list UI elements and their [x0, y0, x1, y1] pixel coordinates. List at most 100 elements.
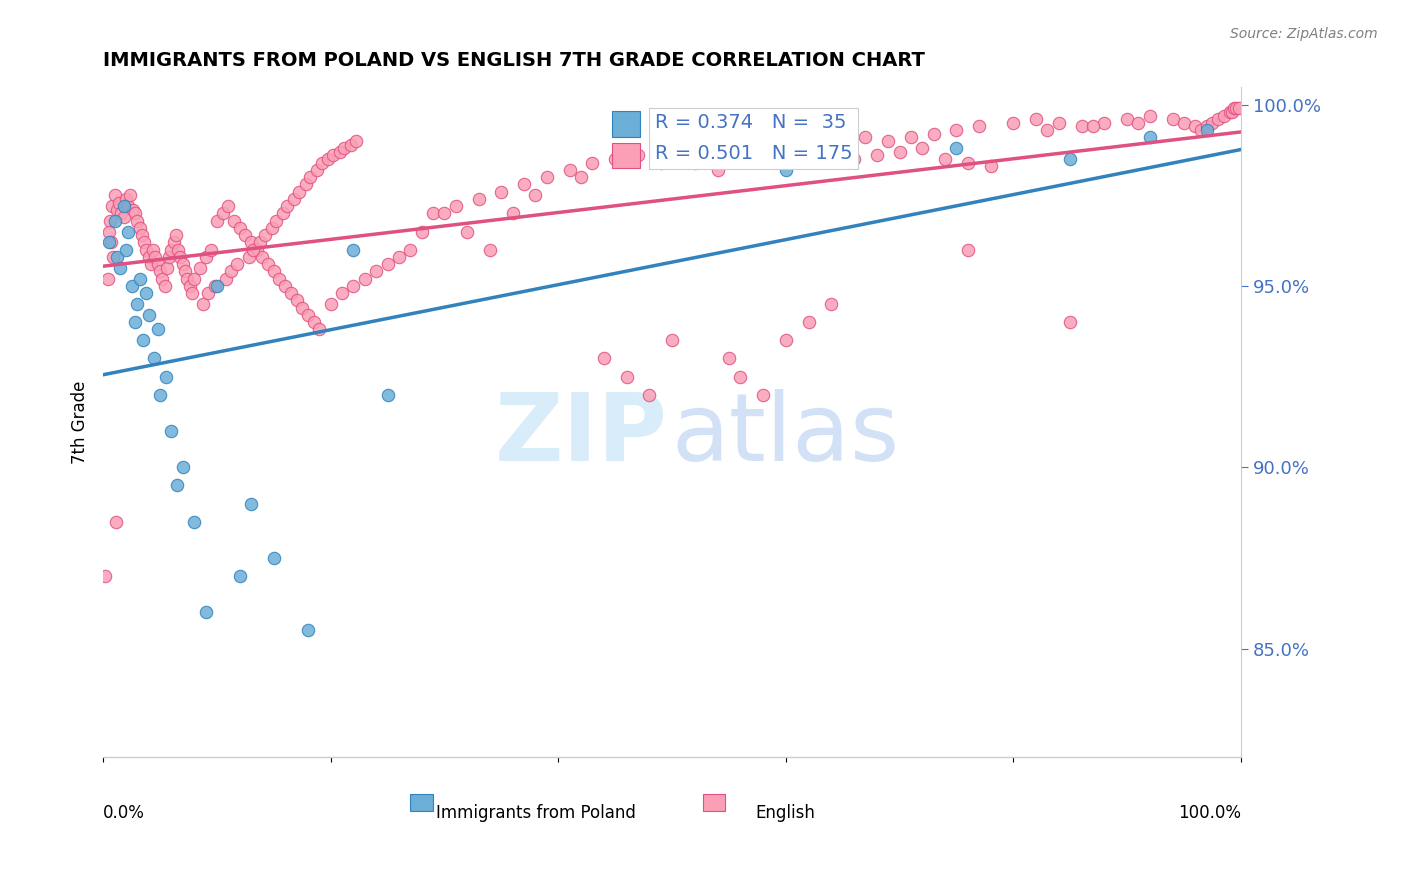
- Point: [877, 134, 900, 148]
- Point: [228, 569, 250, 583]
- Point: [319, 297, 342, 311]
- Point: [149, 388, 172, 402]
- Point: [127, 297, 149, 311]
- Point: [128, 221, 150, 235]
- Point: [945, 141, 967, 155]
- Point: [1161, 112, 1184, 127]
- Point: [820, 297, 842, 311]
- Point: [308, 322, 330, 336]
- Point: [502, 206, 524, 220]
- Point: [1218, 104, 1240, 119]
- Point: [956, 243, 979, 257]
- Point: [342, 243, 364, 257]
- Point: [249, 235, 271, 250]
- Point: [329, 145, 352, 159]
- Point: [478, 243, 501, 257]
- Point: [763, 137, 786, 152]
- Point: [922, 127, 945, 141]
- Point: [135, 243, 157, 257]
- Point: [752, 388, 775, 402]
- Point: [672, 152, 695, 166]
- Point: [377, 257, 399, 271]
- Point: [1201, 116, 1223, 130]
- Point: [1184, 120, 1206, 134]
- Point: [149, 264, 172, 278]
- Point: [222, 213, 245, 227]
- Point: [569, 170, 592, 185]
- Point: [172, 257, 194, 271]
- Point: [524, 188, 547, 202]
- Point: [160, 424, 183, 438]
- Point: [322, 148, 344, 162]
- Point: [283, 192, 305, 206]
- Point: [808, 130, 831, 145]
- Point: [160, 243, 183, 257]
- Point: [219, 264, 242, 278]
- Point: [1227, 101, 1250, 115]
- Point: [235, 228, 257, 243]
- Text: Immigrants from Poland: Immigrants from Poland: [436, 805, 636, 822]
- Point: [1025, 112, 1047, 127]
- Point: [271, 206, 294, 220]
- Point: [695, 148, 717, 162]
- Point: [842, 152, 865, 166]
- Point: [252, 250, 274, 264]
- Point: [121, 279, 143, 293]
- Point: [146, 322, 169, 336]
- Point: [377, 388, 399, 402]
- Text: ZIP: ZIP: [495, 390, 668, 482]
- Point: [194, 250, 217, 264]
- Point: [166, 478, 188, 492]
- Point: [1189, 123, 1212, 137]
- Point: [145, 250, 167, 264]
- Point: [775, 162, 797, 177]
- Point: [179, 279, 201, 293]
- Point: [183, 271, 205, 285]
- Point: [124, 315, 146, 329]
- Point: [342, 279, 364, 293]
- Point: [97, 235, 120, 250]
- Text: 100.0%: 100.0%: [1178, 805, 1241, 822]
- Point: [150, 271, 173, 285]
- Point: [127, 213, 149, 227]
- Point: [174, 264, 197, 278]
- Point: [97, 271, 120, 285]
- Point: [108, 260, 131, 275]
- Point: [1139, 109, 1161, 123]
- Point: [305, 162, 328, 177]
- Point: [165, 228, 187, 243]
- Text: 0.0%: 0.0%: [103, 805, 145, 822]
- Point: [581, 155, 603, 169]
- Point: [153, 279, 176, 293]
- Point: [333, 141, 356, 155]
- Point: [117, 199, 139, 213]
- Point: [1195, 120, 1218, 134]
- Point: [194, 605, 217, 619]
- Point: [786, 134, 808, 148]
- Point: [132, 334, 155, 348]
- Point: [302, 315, 325, 329]
- Point: [288, 185, 311, 199]
- Point: [146, 257, 169, 271]
- Point: [215, 271, 238, 285]
- Bar: [411, 794, 433, 811]
- Point: [115, 192, 138, 206]
- Point: [513, 178, 536, 192]
- Point: [172, 460, 194, 475]
- Point: [831, 127, 853, 141]
- Point: [1206, 112, 1229, 127]
- Point: [911, 141, 934, 155]
- Point: [456, 225, 478, 239]
- Point: [934, 152, 956, 166]
- Point: [115, 243, 138, 257]
- Point: [297, 308, 319, 322]
- Point: [97, 225, 120, 239]
- FancyBboxPatch shape: [612, 143, 640, 169]
- Point: [297, 624, 319, 638]
- Point: [294, 178, 316, 192]
- Point: [1195, 123, 1218, 137]
- Text: atlas: atlas: [672, 390, 900, 482]
- Point: [94, 569, 117, 583]
- Point: [242, 243, 264, 257]
- Point: [104, 515, 127, 529]
